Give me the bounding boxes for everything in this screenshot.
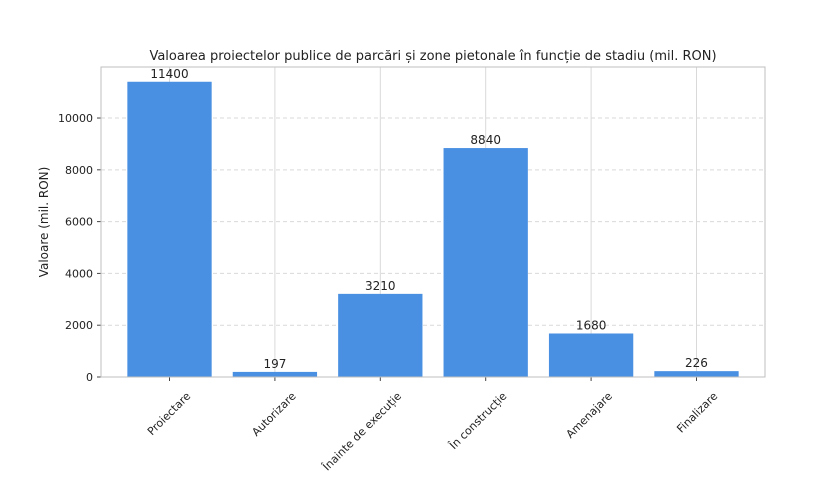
bar-value-label: 1680	[576, 318, 607, 332]
grid	[101, 67, 765, 377]
x-axis-ticks: Proiectare Autorizare Înainte de execuție Î…	[145, 377, 720, 474]
y-axis-ticks: 0 2000 4000 6000 8000 10000	[58, 112, 101, 384]
bar	[654, 371, 739, 377]
y-tick-label: 6000	[65, 216, 93, 229]
chart-title: Valoarea proiectelor publice de parcări …	[149, 49, 716, 64]
y-tick-label: 4000	[65, 267, 93, 280]
x-tick-label: Proiectare	[145, 389, 194, 438]
bar-value-label: 197	[263, 357, 286, 371]
x-tick-label: Autorizare	[249, 389, 298, 438]
x-tick-label: Înainte de execuție	[320, 389, 405, 474]
x-tick-label: Finalizare	[674, 389, 720, 435]
bar-value-label: 3210	[365, 279, 396, 293]
y-tick-label: 0	[86, 371, 93, 384]
bar	[127, 81, 212, 377]
bar	[443, 148, 528, 377]
x-tick-label: Amenajare	[564, 389, 615, 440]
bar	[232, 371, 318, 377]
y-axis-label: Valoare (mil. RON)	[37, 167, 51, 278]
y-tick-label: 10000	[58, 112, 93, 125]
x-tick-label: În construcție	[446, 389, 509, 452]
data-labels: 11400 197 3210 8840 1680 226	[150, 67, 708, 371]
y-tick-label: 8000	[65, 164, 93, 177]
bars	[127, 81, 739, 377]
bar-value-label: 8840	[470, 133, 501, 147]
bar	[338, 293, 423, 377]
bar-value-label: 11400	[150, 67, 188, 81]
bar	[548, 333, 634, 377]
plot-frame	[100, 66, 766, 378]
y-tick-label: 2000	[65, 319, 93, 332]
bar-value-label: 226	[685, 356, 708, 370]
